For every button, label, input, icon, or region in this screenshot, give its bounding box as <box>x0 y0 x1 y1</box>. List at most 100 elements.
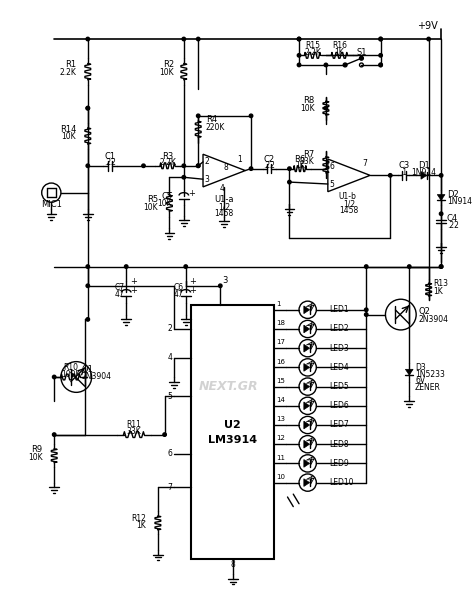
Text: R8: R8 <box>303 96 314 105</box>
Text: 10K: 10K <box>300 104 314 113</box>
Circle shape <box>182 164 185 167</box>
Circle shape <box>324 63 328 66</box>
Text: 2.2K: 2.2K <box>59 68 76 77</box>
Text: R9: R9 <box>32 445 43 454</box>
Text: 1/2: 1/2 <box>343 200 355 209</box>
Text: +: + <box>165 188 172 197</box>
Text: 1N914: 1N914 <box>411 168 437 177</box>
Text: LM3914: LM3914 <box>208 435 257 445</box>
Text: 10K: 10K <box>160 68 174 77</box>
Circle shape <box>324 107 328 110</box>
Circle shape <box>197 164 200 167</box>
Text: 1K: 1K <box>433 287 443 296</box>
Text: .1: .1 <box>400 168 407 177</box>
Text: 1458: 1458 <box>339 206 359 216</box>
Text: 17: 17 <box>276 339 285 345</box>
Text: 1: 1 <box>276 301 281 307</box>
Text: LED5: LED5 <box>329 382 348 391</box>
Polygon shape <box>304 421 310 429</box>
Text: R16: R16 <box>332 41 347 50</box>
Text: LED6: LED6 <box>329 401 348 410</box>
Polygon shape <box>203 154 245 187</box>
Text: 11: 11 <box>276 455 285 460</box>
Circle shape <box>379 37 383 41</box>
Bar <box>191 305 274 560</box>
Circle shape <box>439 265 443 269</box>
Text: 2.2K: 2.2K <box>159 158 176 167</box>
Text: R6: R6 <box>294 155 306 164</box>
Circle shape <box>288 167 291 171</box>
Text: 1N5233: 1N5233 <box>415 370 445 379</box>
Text: D3: D3 <box>415 363 426 372</box>
Circle shape <box>408 265 411 269</box>
Text: 1: 1 <box>237 155 242 164</box>
Circle shape <box>53 375 56 379</box>
Text: 2: 2 <box>204 157 209 166</box>
Text: 1458: 1458 <box>215 209 234 218</box>
Circle shape <box>297 54 301 57</box>
Text: R2: R2 <box>163 60 174 69</box>
Text: 10K: 10K <box>158 199 172 208</box>
Text: Q2: Q2 <box>418 307 430 316</box>
Text: 47: 47 <box>174 290 184 299</box>
Text: U2: U2 <box>224 420 241 429</box>
Circle shape <box>365 313 368 316</box>
Text: LED9: LED9 <box>329 459 348 468</box>
Polygon shape <box>304 382 310 390</box>
Text: LED10: LED10 <box>329 478 353 487</box>
Circle shape <box>86 265 90 269</box>
Text: C5: C5 <box>161 192 172 201</box>
Text: R3: R3 <box>162 152 173 161</box>
Text: R1: R1 <box>65 60 76 69</box>
Circle shape <box>125 265 128 269</box>
Polygon shape <box>304 402 310 410</box>
Text: S1: S1 <box>356 48 367 57</box>
Text: +: + <box>190 278 196 286</box>
Text: 3: 3 <box>204 175 210 184</box>
Text: 3: 3 <box>222 276 228 286</box>
Text: 6: 6 <box>329 162 334 171</box>
Circle shape <box>86 37 90 41</box>
Text: 2N3904: 2N3904 <box>418 315 448 324</box>
Text: C1: C1 <box>104 152 116 161</box>
Circle shape <box>53 433 56 436</box>
Text: 6: 6 <box>167 449 172 459</box>
Text: C6: C6 <box>173 283 184 292</box>
Circle shape <box>439 212 443 216</box>
Circle shape <box>389 174 392 177</box>
Text: LED1: LED1 <box>329 305 348 314</box>
Text: C2: C2 <box>264 155 275 164</box>
Circle shape <box>86 107 90 110</box>
Text: D1: D1 <box>418 161 430 171</box>
Polygon shape <box>304 325 310 333</box>
Text: 1K: 1K <box>295 161 305 171</box>
Text: LED8: LED8 <box>329 440 348 449</box>
Text: R7: R7 <box>303 150 314 159</box>
Text: 7: 7 <box>167 483 172 492</box>
Text: 47: 47 <box>115 290 124 299</box>
Text: U1-a: U1-a <box>214 195 234 204</box>
Circle shape <box>86 164 90 167</box>
Text: .22: .22 <box>264 161 275 171</box>
Text: R11: R11 <box>127 420 141 429</box>
Circle shape <box>359 56 364 60</box>
Text: 33K: 33K <box>127 428 141 436</box>
Circle shape <box>439 174 443 177</box>
Text: 6V: 6V <box>415 376 425 385</box>
Text: 1K: 1K <box>335 48 344 57</box>
Polygon shape <box>328 159 370 192</box>
Text: 14: 14 <box>276 397 285 403</box>
Circle shape <box>197 164 200 167</box>
Text: Q1: Q1 <box>81 365 93 374</box>
Circle shape <box>297 37 301 41</box>
Circle shape <box>182 37 185 41</box>
Polygon shape <box>405 369 413 375</box>
Circle shape <box>288 180 291 184</box>
Text: R5: R5 <box>147 195 158 204</box>
Circle shape <box>297 37 301 41</box>
Text: 33K: 33K <box>300 157 314 166</box>
Polygon shape <box>304 479 310 487</box>
Text: 10K: 10K <box>62 132 76 141</box>
Text: 2N3904: 2N3904 <box>81 373 111 381</box>
Circle shape <box>365 265 368 269</box>
